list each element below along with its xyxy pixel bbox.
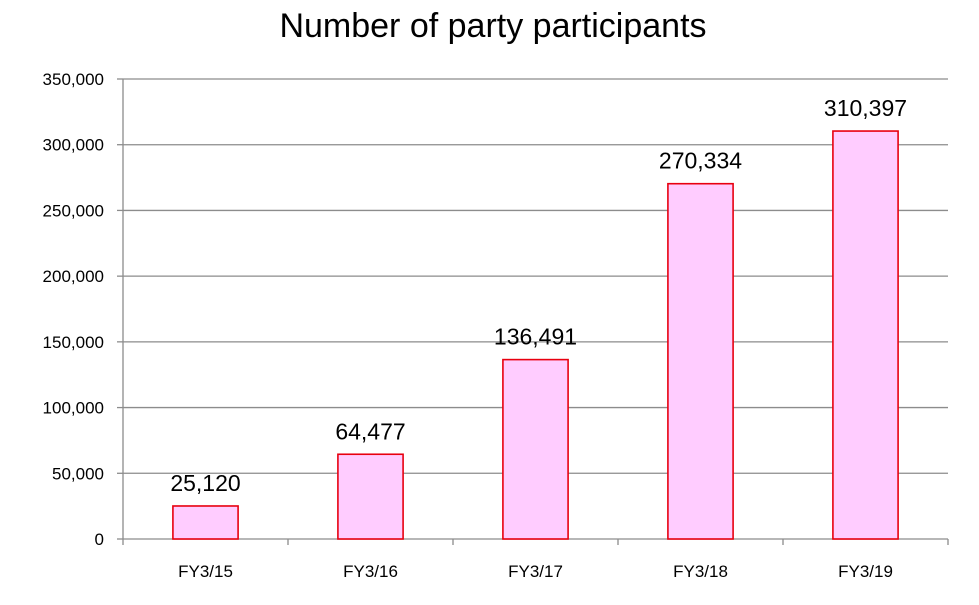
y-tick-label-1: 50,000	[52, 464, 104, 483]
bar-fy3-16	[337, 453, 404, 540]
data-label-2: 136,491	[494, 324, 577, 350]
bars	[172, 130, 899, 540]
data-label-3: 270,334	[659, 148, 742, 174]
y-tick-label-6: 300,000	[43, 136, 104, 155]
bar-fy3-15	[172, 505, 239, 540]
bar-fy3-18	[667, 182, 734, 540]
x-tick-label-0: FY3/15	[178, 562, 233, 581]
x-tick-label-1: FY3/16	[343, 562, 398, 581]
y-tick-label-3: 150,000	[43, 333, 104, 352]
y-tick-label-7: 350,000	[43, 70, 104, 89]
y-tick-label-2: 100,000	[43, 399, 104, 418]
bar-fy3-17	[502, 358, 569, 540]
y-tick-label-4: 200,000	[43, 267, 104, 286]
axes: 0 50,000 100,000 150,000 200,000 250,000 300,0…	[43, 70, 949, 581]
chart-title: Number of party participants	[279, 7, 706, 45]
gridlines	[123, 78, 948, 474]
data-label-1: 64,477	[335, 418, 405, 444]
x-tick-label-2: FY3/17	[508, 562, 563, 581]
data-label-0: 25,120	[170, 470, 240, 496]
y-tick-label-5: 250,000	[43, 201, 104, 220]
x-tick-label-3: FY3/18	[673, 562, 728, 581]
bar-fy3-19	[832, 130, 899, 540]
x-tick-label-4: FY3/19	[838, 562, 893, 581]
data-label-4: 310,397	[824, 95, 907, 121]
y-tick-label-0: 0	[95, 530, 104, 549]
data-labels: 25,120 64,477 136,491 270,334 310,397	[170, 95, 907, 496]
